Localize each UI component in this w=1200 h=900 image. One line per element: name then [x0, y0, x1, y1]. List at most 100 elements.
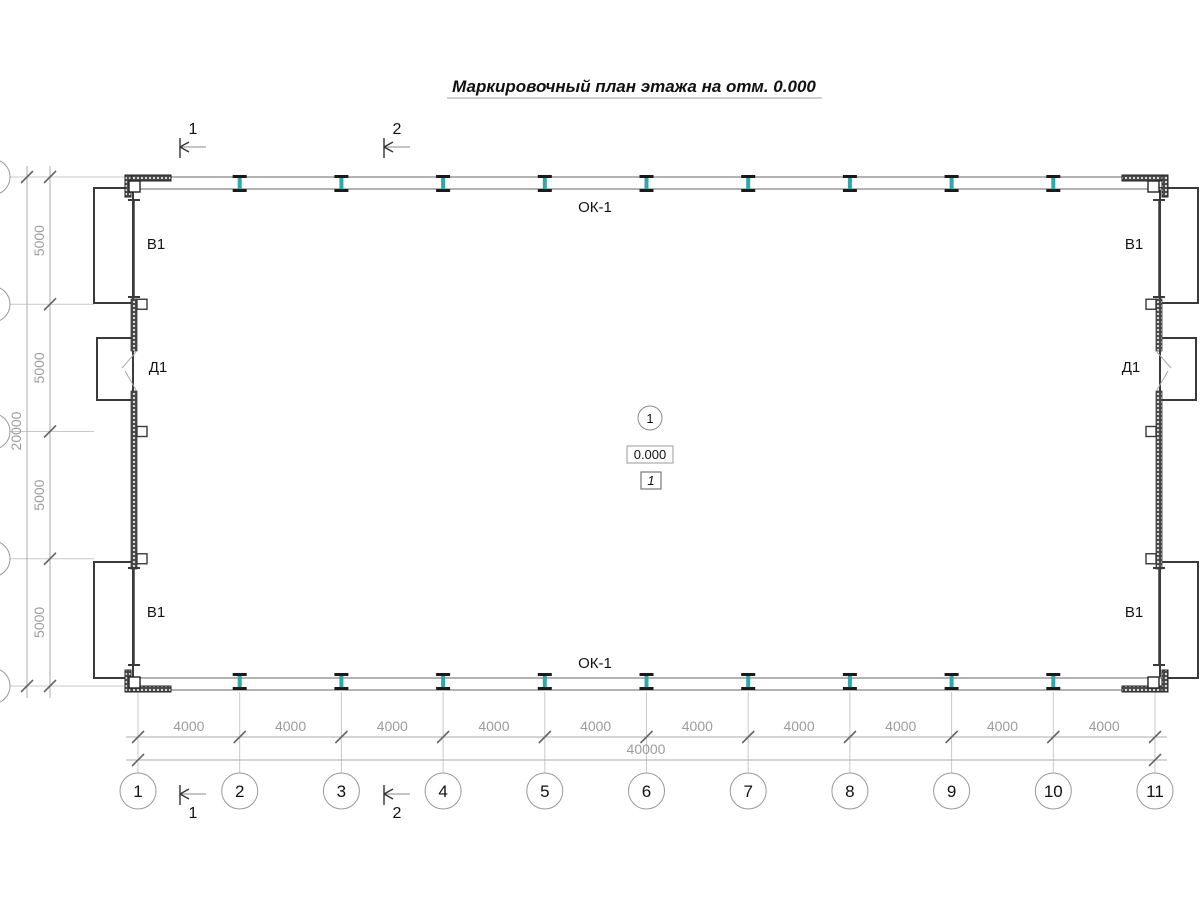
grid-bubble-number: 9	[947, 782, 956, 801]
i-beam-flange	[842, 175, 857, 178]
dimension-tick	[43, 552, 57, 566]
i-beam-flange	[1046, 189, 1061, 192]
platform	[1159, 337, 1197, 401]
bay-dimension-label: 4000	[783, 718, 814, 734]
bay-dimension-label: 4000	[885, 718, 916, 734]
i-beam-flange	[537, 673, 552, 676]
gate-mark-label: В1	[1125, 236, 1143, 253]
bay-dimension-label: 4000	[275, 718, 306, 734]
left-dimension-chain: 5000 5000 5000 5000 20000	[8, 166, 57, 698]
door-swing-line	[1156, 351, 1172, 369]
i-beam-web	[644, 676, 649, 687]
section-mark: 1	[179, 785, 206, 822]
grid-bubble	[424, 772, 462, 810]
door-swing-line	[124, 370, 137, 391]
i-beam-flange	[232, 189, 247, 192]
window-mark-label: ОК-1	[578, 199, 612, 216]
grid-bubble	[1136, 772, 1174, 810]
i-beam-flange	[436, 189, 451, 192]
i-beam-web	[339, 178, 344, 189]
i-beam-flange	[1046, 175, 1061, 178]
overall-width-dimension-label: 40000	[627, 741, 666, 757]
bay-dimension-label: 4000	[173, 718, 204, 734]
section-arrow-wing	[179, 141, 190, 148]
row-bubble-partial	[0, 542, 11, 576]
i-beam-flange	[334, 189, 349, 192]
grid-bubble-number: 6	[642, 782, 651, 801]
elevation-box	[626, 445, 674, 464]
door-swing-line	[121, 351, 137, 369]
pilaster-tab	[136, 425, 148, 438]
grid-bubble-number: 3	[337, 782, 346, 801]
i-beam-flange	[741, 673, 756, 676]
dimension-tick	[43, 170, 57, 184]
i-beam-flange	[944, 175, 959, 178]
section-mark: 2	[383, 121, 410, 158]
i-beam-web	[949, 676, 954, 687]
i-beam-web	[237, 178, 242, 189]
door-swing-line	[1156, 370, 1169, 391]
section-arrow-wing	[383, 788, 394, 795]
section-arrow-wing	[179, 788, 190, 795]
i-beam-flange	[436, 687, 451, 690]
steel-columns	[232, 175, 1061, 690]
i-beam-flange	[842, 673, 857, 676]
i-beam-flange	[842, 189, 857, 192]
i-beam-web	[644, 178, 649, 189]
row-bubble-partial	[0, 160, 11, 194]
pilaster-tab	[1145, 425, 1157, 438]
corner-column	[1147, 676, 1160, 689]
dimension-tick	[945, 730, 959, 744]
section-arrow-wing	[179, 793, 190, 800]
section-number: 1	[189, 805, 198, 822]
i-beam-flange	[334, 673, 349, 676]
grid-bubble-number: 5	[540, 782, 549, 801]
overall-height-dimension-label: 20000	[8, 411, 24, 450]
corner-panel	[1161, 669, 1169, 693]
i-beam-web	[542, 676, 547, 687]
i-beam-flange	[537, 175, 552, 178]
i-beam-flange	[639, 175, 654, 178]
corner-column	[1147, 180, 1160, 193]
dimension-tick	[20, 679, 34, 693]
dimension-tick	[43, 424, 57, 439]
grid-bubble-number: 1	[133, 782, 142, 801]
corner-column	[128, 676, 141, 689]
platform	[1159, 187, 1199, 304]
dimension-tick	[334, 730, 348, 744]
wall-pilasters	[136, 298, 1157, 565]
i-beam-web	[237, 676, 242, 687]
i-beam-web	[847, 676, 852, 687]
row-dimension-label: 5000	[31, 352, 47, 383]
grid-bubble-number: 4	[438, 782, 447, 801]
i-beam-flange	[436, 673, 451, 676]
i-beam-web	[441, 178, 446, 189]
grid-bubble	[322, 772, 360, 810]
i-beam-web	[1051, 178, 1056, 189]
grid-bubble	[526, 772, 564, 810]
wall-panel	[1155, 298, 1163, 352]
bay-dimension-label: 4000	[478, 718, 509, 734]
pilaster-tab	[136, 298, 148, 310]
i-beam-web	[949, 178, 954, 189]
bay-dimension-label: 4000	[682, 718, 713, 734]
i-beam-flange	[944, 189, 959, 192]
dimension-tick	[436, 730, 450, 744]
wall-panel	[1155, 390, 1163, 570]
i-beam-web	[542, 178, 547, 189]
pilaster-tab	[136, 553, 148, 565]
door-mark-label: Д1	[149, 359, 168, 376]
dimension-tick	[43, 679, 57, 693]
platform	[93, 561, 134, 679]
row-dimension-label: 5000	[31, 607, 47, 638]
elevation-value: 0.000	[634, 447, 667, 462]
section-arrow-wing	[383, 146, 394, 153]
bay-dimension-label: 4000	[987, 718, 1018, 734]
i-beam-flange	[1046, 673, 1061, 676]
i-beam-flange	[842, 687, 857, 690]
row-bubble-partial	[0, 669, 11, 703]
i-beam-web	[339, 676, 344, 687]
i-beam-web	[746, 178, 751, 189]
entrance-platforms	[93, 187, 1199, 679]
